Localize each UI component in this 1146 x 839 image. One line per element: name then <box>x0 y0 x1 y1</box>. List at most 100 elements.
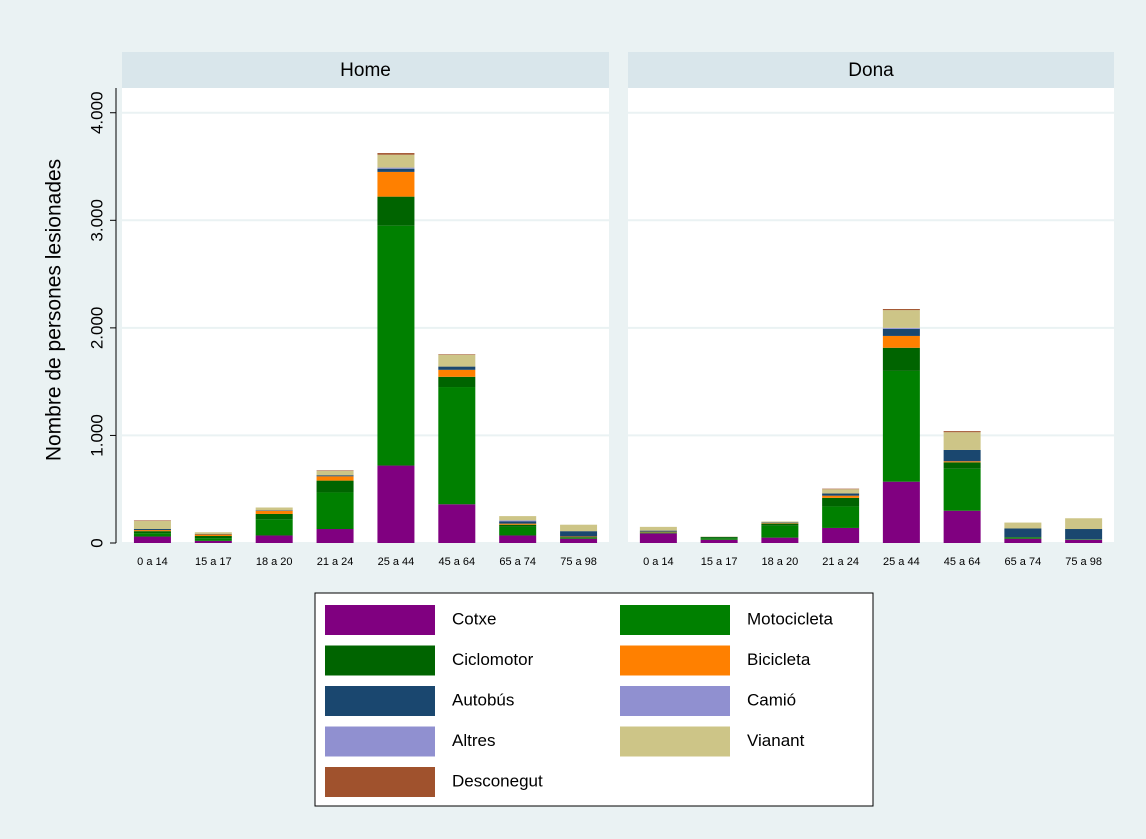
x-tick-label: 45 a 64 <box>438 556 475 568</box>
bar-segment <box>1065 539 1103 540</box>
bar-segment <box>194 532 232 534</box>
bar-segment <box>255 510 293 514</box>
bar-segment <box>822 506 860 528</box>
bar-segment <box>316 476 354 481</box>
bar-segment <box>316 470 354 471</box>
bar-segment <box>499 521 537 524</box>
legend-swatch <box>620 605 730 635</box>
bar-segment <box>882 481 920 543</box>
bar-segment <box>943 462 981 469</box>
bar-segment <box>499 520 537 521</box>
strip <box>122 52 609 88</box>
legend-label: Autobús <box>452 690 514 709</box>
bar-segment <box>943 449 981 462</box>
x-tick-label: 65 a 74 <box>1005 556 1042 568</box>
legend-swatch <box>325 726 435 757</box>
y-axis-title: Nombre de persones lesionades <box>43 159 66 461</box>
x-tick-label: 21 a 24 <box>317 556 354 568</box>
legend-swatch <box>620 686 730 716</box>
bar-segment <box>882 328 920 336</box>
legend-label: Vianant <box>747 731 805 750</box>
bar-segment <box>377 225 415 466</box>
y-tick-label: 1.000 <box>87 414 106 457</box>
y-tick-label: 2.000 <box>87 307 106 350</box>
legend-label: Motocicleta <box>747 609 834 628</box>
bar-segment <box>1004 538 1042 543</box>
bar-segment <box>377 168 415 172</box>
bar-segment <box>560 536 598 538</box>
x-tick-label: 75 a 98 <box>1065 556 1102 568</box>
bar-segment <box>639 533 677 543</box>
bar-segment <box>560 524 598 532</box>
bar-segment <box>882 335 920 348</box>
bar-segment <box>438 354 476 355</box>
x-tick-label: 25 a 44 <box>883 556 920 568</box>
bar-segment <box>316 480 354 493</box>
bar-segment <box>133 530 171 532</box>
bar-segment <box>133 520 171 530</box>
bar-segment <box>882 370 920 482</box>
x-tick-label: 18 a 20 <box>762 556 799 568</box>
bar-segment <box>560 531 598 537</box>
legend-swatch <box>620 645 730 676</box>
legend-label: Cotxe <box>452 609 496 628</box>
bar-segment <box>761 521 799 523</box>
y-tick-label: 3.000 <box>87 199 106 242</box>
bar-segment <box>822 527 860 543</box>
bar-segment <box>560 537 598 539</box>
bar-segment <box>943 461 981 463</box>
x-tick-label: 25 a 44 <box>378 556 415 568</box>
bar-segment <box>822 489 860 494</box>
bar-segment <box>700 538 738 540</box>
bar-segment <box>499 523 537 525</box>
bar-segment <box>377 196 415 226</box>
x-tick-label: 45 a 64 <box>944 556 981 568</box>
bar-segment <box>255 510 293 511</box>
bar-segment <box>639 532 677 533</box>
bar-segment <box>761 523 799 526</box>
bar-segment <box>194 534 232 537</box>
bar-segment <box>560 538 598 543</box>
bar-segment <box>316 470 354 476</box>
bar-segment <box>133 536 171 543</box>
bar-segment <box>194 538 232 541</box>
bar-segment <box>882 310 920 328</box>
bar-segment <box>255 519 293 536</box>
x-tick-label: 0 a 14 <box>137 556 168 568</box>
bar-segment <box>194 533 232 535</box>
bar-segment <box>316 492 354 530</box>
bar-segment <box>761 523 799 524</box>
bar-segment <box>499 524 537 527</box>
bar-segment <box>255 535 293 543</box>
bar-segment <box>560 537 598 538</box>
bar-segment <box>377 168 415 169</box>
bar-segment <box>194 536 232 539</box>
bar-segment <box>700 539 738 543</box>
strip <box>628 52 1114 88</box>
x-tick-label: 21 a 24 <box>822 556 859 568</box>
legend-swatch <box>325 686 435 716</box>
legend-label: Altres <box>452 731 495 750</box>
bar-segment <box>133 533 171 537</box>
bar-segment <box>377 153 415 155</box>
x-tick-label: 18 a 20 <box>256 556 293 568</box>
bar-segment <box>1004 528 1042 538</box>
bar-segment <box>761 522 799 524</box>
bar-segment <box>639 530 677 532</box>
bar-segment <box>700 537 738 539</box>
bar-segment <box>822 497 860 507</box>
bar-segment <box>438 376 476 388</box>
x-tick-label: 15 a 17 <box>701 556 738 568</box>
bar-segment <box>499 516 537 521</box>
bar-segment <box>133 520 171 521</box>
panel-title: Home <box>340 60 391 81</box>
x-tick-label: 0 a 14 <box>643 556 674 568</box>
legend-swatch <box>325 767 435 797</box>
bar-segment <box>377 154 415 168</box>
bar-segment <box>1065 518 1103 530</box>
bar-segment <box>377 167 415 169</box>
bar-segment <box>438 504 476 543</box>
legend-swatch <box>620 726 730 757</box>
plot-area <box>122 88 609 543</box>
